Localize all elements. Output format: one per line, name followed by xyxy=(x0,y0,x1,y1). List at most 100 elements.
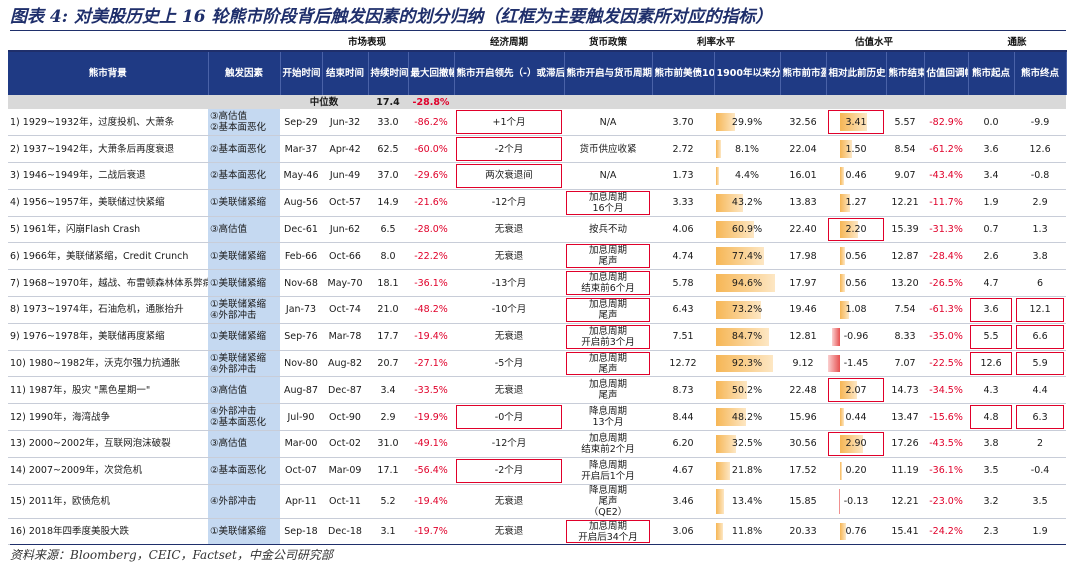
trigger-factors: ③高估值 xyxy=(208,430,280,458)
pe-end: 12.21 xyxy=(886,484,925,519)
rate-percentile: 21.8% xyxy=(714,457,781,485)
z-score: 0.56 xyxy=(826,269,887,298)
econ-cycle-lead-lag: -0个月 xyxy=(454,403,565,432)
z-score: 0.20 xyxy=(826,457,887,485)
percentile-bar xyxy=(716,193,743,212)
percentile-bar xyxy=(716,381,748,400)
inflation-end: 4.4 xyxy=(1014,376,1067,405)
table-row: 13) 2000~2002年，互联网泡沫破裂 ③高估值 Mar-00 Oct-02 31… xyxy=(8,430,1067,458)
z-score-value: 0.46 xyxy=(845,170,867,182)
inflation-start: 3.6 xyxy=(968,296,1015,324)
us10y-rate: 3.46 xyxy=(652,484,715,519)
valuation-pullback: -61.2% xyxy=(924,135,969,164)
z-score-bar xyxy=(840,193,851,212)
start-date: Oct-07 xyxy=(280,457,322,485)
inflation-end: -0.8 xyxy=(1014,162,1067,190)
duration-months: 5.2 xyxy=(368,484,408,519)
us10y-rate: 4.74 xyxy=(652,242,715,271)
bear-background: 1) 1929~1932年，过度投机、大萧条 xyxy=(8,109,208,137)
pe-before: 15.85 xyxy=(780,484,827,519)
table-row: 6) 1966年，美联储紧缩，Credit Crunch ①美联储紧缩 Feb-66… xyxy=(8,242,1067,271)
inflation-start: 12.6 xyxy=(968,350,1015,378)
pe-end: 15.39 xyxy=(886,216,925,244)
valuation-pullback: -61.3% xyxy=(924,296,969,324)
us10y-rate: 3.70 xyxy=(652,109,715,137)
inflation-start: 3.5 xyxy=(968,457,1015,485)
valuation-pullback: -34.5% xyxy=(924,376,969,405)
pe-end: 12.87 xyxy=(886,242,925,271)
group-monetary: 货币政策 xyxy=(564,34,653,52)
z-score-value: 1.50 xyxy=(845,143,867,155)
monetary-cycle-relation: 加息周期 结束前6个月 xyxy=(564,269,653,298)
duration-months: 3.1 xyxy=(368,518,408,546)
table-row: 2) 1937~1942年，大萧条后再度衰退 ②基本面恶化 Mar-37 Apr-42… xyxy=(8,135,1067,164)
trigger-factors: ②基本面恶化 xyxy=(208,457,280,485)
bear-background: 14) 2007~2009年，次贷危机 xyxy=(8,457,208,485)
percentile-bar xyxy=(716,167,719,185)
inflation-end: 3.5 xyxy=(1014,484,1067,519)
z-score: 0.46 xyxy=(826,162,887,190)
pe-end: 7.54 xyxy=(886,296,925,324)
start-date: Nov-80 xyxy=(280,350,322,378)
z-score-bar xyxy=(840,408,844,427)
z-score-bar xyxy=(840,167,844,185)
valuation-pullback: -36.1% xyxy=(924,457,969,485)
start-date: Sep-29 xyxy=(280,109,322,137)
pe-before: 22.04 xyxy=(780,135,827,164)
valuation-pullback: -23.0% xyxy=(924,484,969,519)
z-score: 1.08 xyxy=(826,296,887,324)
inflation-end: 2.9 xyxy=(1014,189,1067,217)
bear-background: 13) 2000~2002年，互联网泡沫破裂 xyxy=(8,430,208,458)
z-score: -0.96 xyxy=(826,323,887,351)
percentile-value: 73.2% xyxy=(731,304,763,316)
z-score: 2.20 xyxy=(826,216,887,244)
duration-months: 62.5 xyxy=(368,135,408,164)
econ-cycle-lead-lag: -2个月 xyxy=(454,135,565,164)
trigger-factors: ④外部冲击 ②基本面恶化 xyxy=(208,403,280,432)
highlight-box xyxy=(566,298,651,322)
end-date: Oct-90 xyxy=(322,403,368,432)
highlight-box xyxy=(566,324,651,349)
pe-before: 20.33 xyxy=(780,518,827,546)
z-score-bar xyxy=(840,140,853,159)
duration-months: 2.9 xyxy=(368,403,408,432)
inflation-start: 2.3 xyxy=(968,518,1015,546)
inflation-start: 3.6 xyxy=(968,135,1015,164)
pe-end: 7.07 xyxy=(886,350,925,378)
monetary-cycle-relation: N/A xyxy=(564,109,653,137)
econ-cycle-lead-lag: 无衰退 xyxy=(454,242,565,271)
trigger-factors: ②基本面恶化 xyxy=(208,135,280,164)
highlight-box xyxy=(456,405,563,430)
max-drawdown: -60.0% xyxy=(408,135,455,164)
z-score-value: -0.96 xyxy=(843,331,869,343)
rate-percentile: 94.6% xyxy=(714,269,781,298)
percentile-value: 77.4% xyxy=(731,250,763,262)
group-rate: 利率水平 xyxy=(652,34,781,52)
rate-percentile: 77.4% xyxy=(714,242,781,271)
z-score-value: 3.41 xyxy=(845,116,867,128)
us10y-rate: 2.72 xyxy=(652,135,715,164)
highlight-box xyxy=(566,351,651,376)
max-drawdown: -36.1% xyxy=(408,269,455,298)
table-row: 11) 1987年，股灾 "黑色星期一" ③高估值 Aug-87 Dec-87 3.4-… xyxy=(8,376,1067,405)
start-date: May-46 xyxy=(280,162,322,190)
z-score-value: -1.45 xyxy=(843,358,869,370)
percentile-bar xyxy=(716,247,764,266)
econ-cycle-lead-lag: +1个月 xyxy=(454,109,565,137)
percentile-bar xyxy=(716,327,769,346)
rate-percentile: 13.4% xyxy=(714,484,781,519)
trigger-factors: ②基本面恶化 xyxy=(208,162,280,190)
trigger-factors: ③高估值 ②基本面恶化 xyxy=(208,109,280,137)
monetary-cycle-relation: 加息周期 尾声 xyxy=(564,350,653,378)
start-date: Jan-73 xyxy=(280,296,322,324)
us10y-rate: 8.44 xyxy=(652,403,715,432)
percentile-bar xyxy=(716,354,774,373)
z-score-bar xyxy=(840,461,842,480)
highlight-box xyxy=(456,110,563,135)
pe-before: 19.46 xyxy=(780,296,827,324)
valuation-pullback: -26.5% xyxy=(924,269,969,298)
max-drawdown: -86.2% xyxy=(408,109,455,137)
highlight-box xyxy=(828,217,885,242)
percentile-value: 32.5% xyxy=(731,438,763,450)
highlight-box xyxy=(1016,351,1065,376)
